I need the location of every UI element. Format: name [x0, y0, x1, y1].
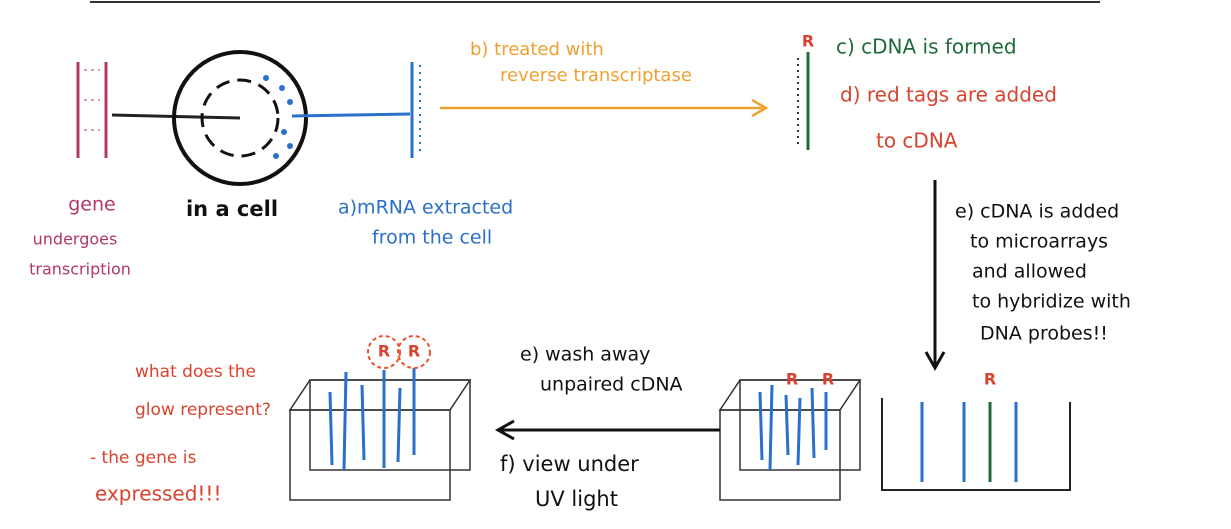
tag-label: R	[822, 370, 834, 389]
label: reverse transcriptase	[500, 65, 692, 86]
probes	[330, 368, 414, 470]
probes	[760, 385, 826, 470]
microarray	[720, 410, 840, 500]
label: gene	[68, 194, 115, 216]
mrna-strand	[412, 62, 420, 158]
tag-label: R	[984, 370, 996, 389]
label: from the cell	[372, 227, 492, 249]
label: to cDNA	[876, 129, 958, 153]
label: glow represent?	[135, 400, 271, 420]
label: transcription	[29, 260, 131, 279]
diagram: R R R R R R gene undergoes transcription…	[0, 0, 1231, 529]
label: a)mRNA extracted	[338, 197, 513, 219]
connector	[292, 114, 410, 116]
label: what does the	[135, 362, 256, 382]
well	[882, 398, 1070, 490]
tag-label: R	[802, 32, 814, 51]
tag-label: R	[378, 342, 390, 361]
label: d) red tags are added	[840, 83, 1057, 107]
label: c) cDNA is formed	[836, 35, 1017, 59]
label: DNA probes!!	[980, 323, 1108, 345]
label: expressed!!!	[95, 482, 221, 506]
mrna-dots	[263, 75, 293, 159]
label: b) treated with	[470, 39, 604, 60]
tag-label: R	[408, 342, 420, 361]
label: - the gene is	[90, 448, 196, 468]
label: to hybridize with	[972, 291, 1131, 313]
probes	[922, 402, 1016, 482]
label: and allowed	[972, 261, 1087, 283]
gene-strand	[78, 62, 106, 158]
label: unpaired cDNA	[540, 374, 683, 396]
label: UV light	[535, 487, 618, 511]
label: undergoes	[33, 230, 118, 249]
label: in a cell	[186, 197, 278, 221]
microarray	[290, 410, 450, 500]
label: e) cDNA is added	[955, 201, 1119, 223]
cdna-strand	[798, 52, 808, 150]
tag-label: R	[786, 370, 798, 389]
microarray	[310, 380, 470, 470]
label: f) view under	[500, 452, 639, 476]
microarray	[290, 380, 470, 410]
label: to microarrays	[970, 231, 1108, 253]
label: e) wash away	[520, 344, 650, 366]
